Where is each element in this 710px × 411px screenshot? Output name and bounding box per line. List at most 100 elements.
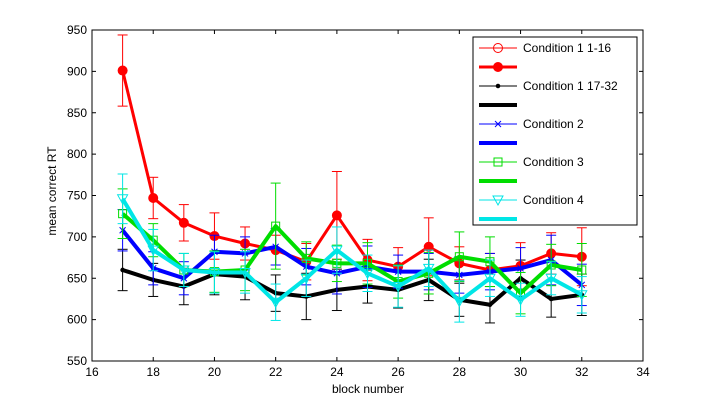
y-tick-label: 700 — [67, 230, 87, 244]
data-point — [331, 210, 342, 221]
data-point — [577, 265, 587, 275]
y-axis-label: mean correct RT — [45, 146, 59, 236]
data-point — [117, 65, 128, 76]
marker-dot — [487, 302, 493, 308]
marker-triangle — [300, 273, 313, 285]
y-tick-label: 650 — [67, 271, 87, 285]
y-tick-label: 900 — [67, 64, 87, 78]
legend-entry-3: Condition 2 — [479, 117, 584, 131]
data-point — [148, 192, 159, 203]
legend-entry-4: Condition 3 — [479, 155, 584, 169]
data-point — [271, 221, 281, 231]
marker-x-stroke — [494, 120, 502, 128]
data-point — [514, 295, 527, 306]
marker-dot — [548, 296, 554, 302]
x-tick-label: 16 — [85, 365, 99, 379]
legend-entry-2: Condition 1 17-32 — [479, 79, 618, 93]
data-point — [453, 296, 466, 308]
x-tick-label: 30 — [514, 365, 528, 379]
series-layer — [116, 34, 588, 324]
y-tick-label: 950 — [67, 23, 87, 37]
marker-square — [271, 221, 281, 231]
legend-marker — [493, 43, 503, 53]
marker-triangle — [392, 282, 404, 293]
legend-label: Condition 1 1-16 — [523, 41, 611, 55]
series-line-thick — [121, 268, 583, 307]
x-tick-label: 20 — [208, 365, 222, 379]
legend-label: Condition 1 17-32 — [523, 79, 618, 93]
data-point — [269, 297, 282, 309]
x-tick-label: 28 — [453, 365, 467, 379]
y-tick-label: 750 — [67, 189, 87, 203]
series-line-thick — [120, 197, 583, 305]
marker-circle — [493, 43, 503, 53]
y-tick-label: 600 — [67, 313, 87, 327]
marker-square — [493, 157, 503, 167]
data-point — [300, 273, 313, 285]
marker-triangle — [269, 297, 282, 309]
marker-triangle — [514, 295, 527, 306]
marker-triangle — [208, 267, 221, 279]
data-point — [361, 268, 374, 280]
marker-triangle — [453, 296, 466, 308]
data-point — [545, 273, 558, 285]
data-point — [517, 264, 524, 272]
legend-marker — [494, 120, 502, 128]
marker-square — [454, 252, 464, 262]
legend-marker — [493, 157, 503, 167]
data-point — [178, 217, 189, 228]
legend-marker — [495, 83, 501, 89]
marker-triangle — [361, 268, 374, 280]
marker-triangle — [422, 263, 435, 275]
x-tick-label: 26 — [391, 365, 405, 379]
marker-x-stroke — [517, 264, 524, 272]
marker-triangle — [239, 267, 251, 279]
x-axis-label: block number — [332, 382, 404, 396]
legend-entry-1-thick — [479, 62, 517, 72]
data-point — [208, 267, 221, 279]
y-tick-label: 800 — [67, 147, 87, 161]
data-point — [331, 245, 343, 257]
data-point — [147, 245, 160, 257]
marker-dot — [120, 267, 125, 273]
legend-entry-5: Condition 4 — [479, 193, 584, 207]
legend-label: Condition 2 — [523, 117, 584, 131]
data-point — [575, 290, 588, 301]
data-point — [120, 267, 125, 273]
marker-triangle — [331, 245, 343, 257]
marker-triangle — [575, 290, 588, 301]
data-point — [422, 263, 435, 275]
marker-triangle — [147, 245, 160, 257]
data-point — [239, 267, 251, 279]
data-point — [487, 302, 493, 308]
data-point — [484, 273, 496, 285]
marker-triangle — [545, 273, 558, 285]
x-tick-label: 22 — [269, 365, 283, 379]
data-point — [116, 194, 129, 205]
x-tick-label: 24 — [330, 365, 344, 379]
legend-marker-filled — [493, 62, 503, 72]
series-line-thick — [121, 70, 582, 272]
data-point — [177, 265, 190, 277]
series-5 — [116, 173, 588, 323]
series-line-thick — [121, 229, 584, 287]
marker-triangle — [116, 194, 129, 205]
legend-entry-1: Condition 1 1-16 — [479, 41, 611, 55]
data-point — [392, 282, 404, 293]
marker-triangle — [492, 195, 504, 207]
legend: Condition 1 1-16 Condition 1 17-32 Conditi… — [472, 36, 638, 226]
x-tick-label: 32 — [575, 365, 589, 379]
data-point — [548, 296, 554, 302]
marker-dot — [495, 83, 501, 89]
legend-label: Condition 3 — [523, 155, 584, 169]
x-tick-label: 34 — [636, 365, 650, 379]
marker-square — [577, 265, 587, 275]
axis-ticks: 16 18 20 22 24 26 28 30 32 34 550 600 650 700 750 800 85… — [67, 23, 650, 379]
y-tick-label: 850 — [67, 106, 87, 120]
x-tick-label: 18 — [147, 365, 161, 379]
legend-marker — [492, 195, 504, 207]
data-point — [454, 252, 464, 262]
marker-triangle — [484, 273, 496, 285]
